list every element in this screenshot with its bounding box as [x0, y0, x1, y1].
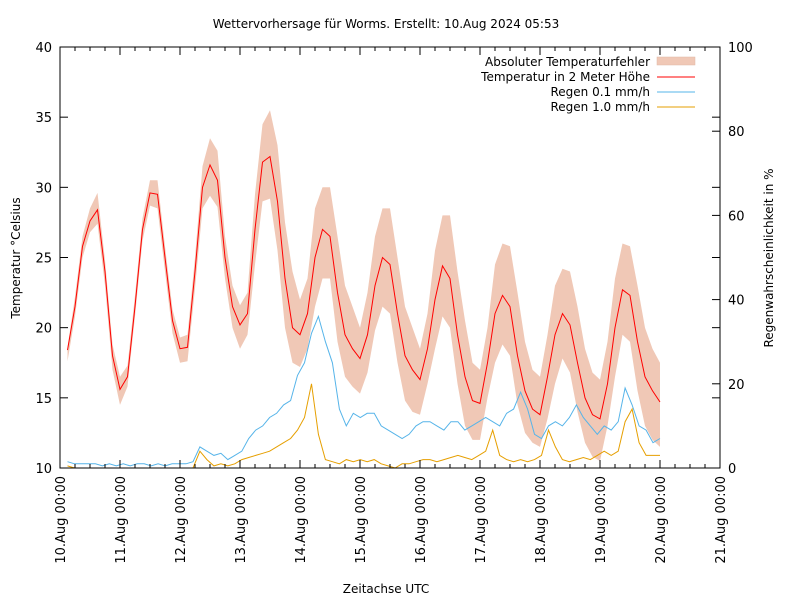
y-tick-label: 25	[35, 252, 52, 267]
y2-axis-label: Regenwahrscheinlichkeit in %	[762, 168, 776, 347]
legend-item-temperature: Temperatur in 2 Meter Höhe	[480, 70, 695, 84]
y-tick-label: 10	[35, 462, 52, 477]
x-axis-label: Zeitachse UTC	[343, 582, 429, 596]
y2-tick-label: 0	[728, 462, 736, 477]
y-axis-left: 10 15 20 25 30 35 40	[35, 41, 720, 477]
x-tick-label: 19.Aug 00:00	[594, 476, 609, 564]
chart-title: Wettervorhersage für Worms. Erstellt: 10…	[213, 17, 560, 31]
rain-10-line	[67, 383, 660, 469]
temperature-error-band	[67, 110, 660, 461]
legend: Absoluter Temperaturfehler Temperatur in…	[480, 55, 696, 114]
x-tick-label: 12.Aug 00:00	[174, 476, 189, 564]
x-tick-label: 14.Aug 00:00	[294, 476, 309, 564]
x-tick-label: 18.Aug 00:00	[534, 476, 549, 564]
x-tick-label: 17.Aug 00:00	[474, 476, 489, 564]
legend-item-temp-error: Absoluter Temperaturfehler	[485, 55, 696, 69]
legend-item-rain-10: Regen 1.0 mm/h	[550, 100, 695, 114]
rain-01-line	[67, 314, 661, 467]
y2-tick-label: 60	[728, 209, 745, 224]
y-tick-label: 40	[35, 41, 52, 56]
legend-label: Absoluter Temperaturfehler	[485, 55, 650, 69]
x-tick-label: 13.Aug 00:00	[234, 476, 249, 564]
x-tick-label: 20.Aug 00:00	[654, 476, 669, 564]
y2-tick-label: 100	[728, 41, 753, 56]
y2-tick-label: 80	[728, 125, 745, 140]
legend-item-rain-01: Regen 0.1 mm/h	[550, 85, 695, 99]
y-tick-label: 35	[35, 111, 52, 126]
y-axis-label: Temperatur °Celsius	[9, 197, 23, 319]
y2-tick-label: 20	[728, 378, 745, 393]
x-tick-label: 16.Aug 00:00	[414, 476, 429, 564]
y-tick-label: 30	[35, 181, 52, 196]
x-tick-label: 10.Aug 00:00	[54, 476, 69, 564]
legend-label: Regen 0.1 mm/h	[550, 85, 650, 99]
y-axis-right: 0 20 40 60 80 100	[712, 41, 753, 477]
x-axis: 10.Aug 00:00 11.Aug 00:00 12.Aug 00:00 13.A…	[54, 47, 729, 564]
legend-label: Temperatur in 2 Meter Höhe	[480, 70, 650, 84]
legend-swatch	[656, 56, 696, 66]
x-tick-label: 15.Aug 00:00	[354, 476, 369, 564]
y-tick-label: 20	[35, 322, 52, 337]
plot-area	[67, 110, 661, 469]
x-tick-label: 21.Aug 00:00	[714, 476, 729, 564]
legend-label: Regen 1.0 mm/h	[550, 100, 650, 114]
temperature-line	[67, 155, 661, 420]
y-tick-label: 15	[35, 392, 52, 407]
y2-tick-label: 40	[728, 294, 745, 309]
x-tick-label: 11.Aug 00:00	[114, 476, 129, 564]
